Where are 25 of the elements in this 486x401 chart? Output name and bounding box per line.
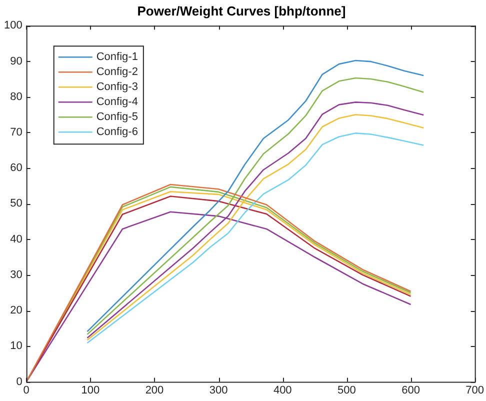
y-tick-label: 60 [10, 162, 22, 174]
x-tick-label: 400 [273, 384, 292, 396]
x-tick-label: 200 [145, 384, 164, 396]
y-tick-label: 30 [10, 268, 22, 281]
y-tick-label: 0 [16, 376, 22, 388]
y-tick-label: 70 [10, 126, 22, 138]
x-tick-label: 500 [338, 384, 356, 396]
chart-title: Power/Weight Curves [bhp/tonne] [137, 3, 346, 18]
y-tick-label: 90 [10, 55, 22, 68]
y-tick-label: 10 [10, 340, 22, 352]
x-tick-label: 100 [81, 384, 100, 396]
x-tick-label: 700 [466, 384, 484, 396]
y-tick-label: 20 [10, 304, 22, 317]
y-tick-label: 40 [10, 233, 22, 246]
legend-label: Config-1 [96, 51, 138, 64]
y-tick-label: 50 [10, 198, 22, 210]
legend-label: Config-6 [96, 126, 138, 138]
y-tick-label: 100 [4, 20, 22, 32]
legend-label: Config-5 [96, 111, 138, 124]
x-tick-label: 600 [402, 384, 420, 396]
x-tick-label: 300 [209, 384, 228, 396]
legend-label: Config-4 [96, 96, 138, 108]
legend-label: Config-3 [96, 81, 138, 94]
y-tick-label: 80 [10, 90, 22, 103]
legend-label: Config-2 [96, 66, 138, 78]
